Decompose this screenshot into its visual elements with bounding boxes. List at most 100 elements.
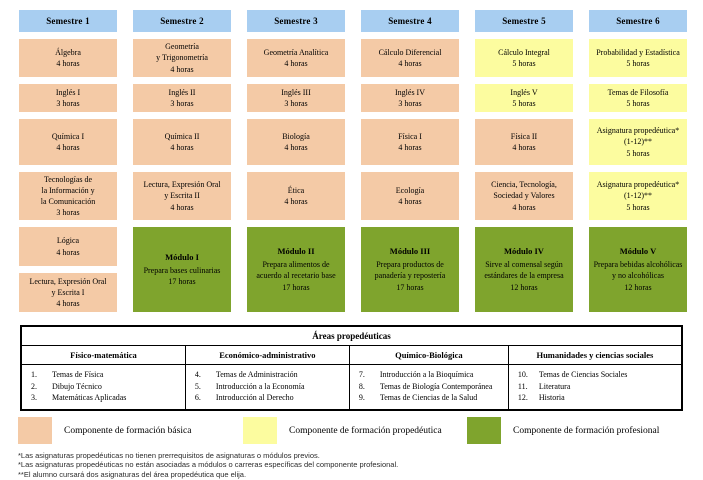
legend-label: Componente de formación básica (64, 425, 192, 436)
area-header: Físico-matemática (22, 346, 185, 365)
course-cell: Álgebra 4 horas (19, 39, 117, 77)
course-cell: Química I 4 horas (19, 119, 117, 165)
footnote: *Las asignaturas propedéuticas no están … (18, 460, 399, 470)
item-label: Temas de Ciencias de la Salud (379, 393, 478, 402)
area-item: 8. Temas de Biología Contemporánea (350, 381, 506, 393)
item-number: 6. (194, 393, 201, 402)
course-cell: Asignatura propedéutica* (1-12)** 5 hora… (589, 119, 687, 165)
semester-header-2: Semestre 2 (133, 10, 231, 32)
item-label: Literatura (538, 381, 571, 391)
area-economico-administrativo: Económico-administrativo 4. Temas de Adm… (185, 346, 350, 409)
module-description: Prepara productos de panadería y reposte… (374, 260, 446, 292)
module-cell: Módulo V Prepara bebidas alcohólicas y n… (589, 227, 687, 312)
semester-header-4: Semestre 4 (361, 10, 459, 32)
module-description: Sirve al comensal según estándares de la… (484, 260, 564, 292)
legend-label: Componente de formación propedéutica (289, 425, 442, 436)
item-label: Historia (538, 393, 565, 402)
area-fisico-matematica: Físico-matemática 1. Temas de Física 2. … (22, 346, 186, 409)
area-header: Químico-Biológica (349, 346, 508, 365)
item-number: 12. (517, 393, 528, 402)
item-label: Temas de Biología Contemporánea (379, 381, 493, 391)
legend: Componente de formación básica Component… (18, 417, 703, 445)
course-cell: Química II 4 horas (133, 119, 231, 165)
semester-header-3: Semestre 3 (247, 10, 345, 32)
module-cell: Módulo III Prepara productos de panaderí… (361, 227, 459, 312)
module-description: Prepara bebidas alcohólicas y no alcohól… (593, 260, 683, 292)
item-label: Temas de Física (52, 370, 104, 379)
area-humanidades-ciencias-sociales: Humanidades y ciencias sociales 10. Tema… (508, 346, 681, 409)
legend-item-professional: Componente de formación profesional (467, 417, 659, 444)
curriculum-grid: Semestre 1 Semestre 2 Semestre 3 Semestr… (19, 10, 687, 312)
course-cell: Ecología 4 horas (361, 172, 459, 220)
item-number: 7. (358, 370, 365, 379)
item-number: 8. (358, 381, 365, 391)
course-cell: Tecnologías de la Información y la Comun… (19, 172, 117, 220)
area-item: 11. Literatura (509, 381, 679, 393)
module-title: Módulo V (619, 246, 657, 257)
area-quimico-biologica: Químico-Biológica 7. Introducción a la B… (349, 346, 509, 409)
item-number: 2. (31, 381, 37, 391)
course-cell: Lectura, Expresión Oral y Escrita I 4 ho… (19, 273, 117, 312)
area-item: 12. Historia (509, 392, 679, 404)
course-cell: Física I 4 horas (361, 119, 459, 165)
module-cell: Módulo I Prepara bases culinarias 17 hor… (133, 227, 231, 312)
course-cell: Inglés III 3 horas (247, 84, 345, 112)
course-cell: Lectura, Expresión Oral y Escrita II 4 h… (133, 172, 231, 220)
item-label: Introducción al Derecho (215, 393, 294, 402)
course-cell: Inglés IV 3 horas (361, 84, 459, 112)
area-item: 6. Introducción al Derecho (186, 392, 347, 404)
area-item: 9. Temas de Ciencias de la Salud (350, 392, 506, 404)
course-cell: Biología 4 horas (247, 119, 345, 165)
module-title: Módulo II (277, 246, 315, 257)
module-title: Módulo IV (504, 246, 544, 257)
course-cell: Cálculo Integral 5 horas (475, 39, 573, 77)
item-number: 3. (31, 393, 37, 402)
item-label: Matemáticas Aplicadas (52, 393, 127, 402)
area-item: 2. Dibujo Técnico (22, 381, 183, 393)
module-title: Módulo III (389, 246, 431, 257)
item-label: Introducción a la Bioquímica (379, 370, 474, 379)
item-number: 1. (31, 370, 37, 379)
area-item: 3. Matemáticas Aplicadas (22, 392, 183, 404)
areas-table-title: Áreas propedéuticas (22, 327, 681, 346)
module-cell: Módulo II Prepara alimentos de acuerdo a… (247, 227, 345, 312)
area-item: 10. Temas de Ciencias Sociales (509, 369, 679, 381)
area-header: Humanidades y ciencias sociales (508, 346, 681, 365)
course-cell: Inglés V 5 horas (475, 84, 573, 112)
item-label: Temas de Ciencias Sociales (538, 370, 628, 379)
areas-columns: Físico-matemática 1. Temas de Física 2. … (22, 346, 681, 409)
professional-color-swatch (467, 417, 501, 444)
areas-table: Áreas propedéuticas Físico-matemática 1.… (20, 325, 683, 411)
item-number: 9. (358, 393, 365, 402)
item-number: 10. (517, 370, 528, 379)
course-cell: Inglés II 3 horas (133, 84, 231, 112)
module-title: Módulo I (165, 251, 199, 262)
item-label: Introducción a la Economía (215, 381, 305, 391)
area-item: 4. Temas de Administración (186, 369, 347, 381)
course-cell: Geometría Analítica 4 horas (247, 39, 345, 77)
legend-label: Componente de formación profesional (513, 425, 660, 436)
legend-item-basic: Componente de formación básica (18, 417, 243, 444)
item-label: Dibujo Técnico (52, 381, 102, 391)
semester-header-5: Semestre 5 (475, 10, 573, 32)
area-header: Económico-administrativo (185, 346, 349, 365)
basic-color-swatch (18, 417, 52, 444)
module-cell: Módulo IV Sirve al comensal según estánd… (475, 227, 573, 312)
course-cell: Lógica 4 horas (19, 227, 117, 266)
course-cell: Física II 4 horas (475, 119, 573, 165)
footnotes: *Las asignaturas propedéuticas no tienen… (18, 451, 703, 480)
area-item: 7. Introducción a la Bioquímica (350, 369, 506, 381)
course-cell: Cálculo Diferencial 4 horas (361, 39, 459, 77)
legend-item-propedeutic: Componente de formación propedéutica (243, 417, 467, 444)
module-description: Prepara alimentos de acuerdo al recetari… (256, 260, 336, 292)
course-cell: Temas de Filosofía 5 horas (589, 84, 687, 112)
area-item: 5. Introducción a la Economía (186, 381, 347, 393)
course-cell: Probabilidad y Estadística 5 horas (589, 39, 687, 77)
item-number: 5. (194, 381, 201, 391)
item-number: 11. (517, 381, 528, 391)
area-item: 1. Temas de Física (22, 369, 183, 381)
course-cell: Asignatura propedéutica* (1-12)** 5 hora… (589, 172, 687, 220)
semester-header-1: Semestre 1 (19, 10, 117, 32)
course-cell: Geometría y Trigonometría 4 horas (133, 39, 231, 77)
course-cell: Ciencia, Tecnología, Sociedad y Valores … (475, 172, 573, 220)
